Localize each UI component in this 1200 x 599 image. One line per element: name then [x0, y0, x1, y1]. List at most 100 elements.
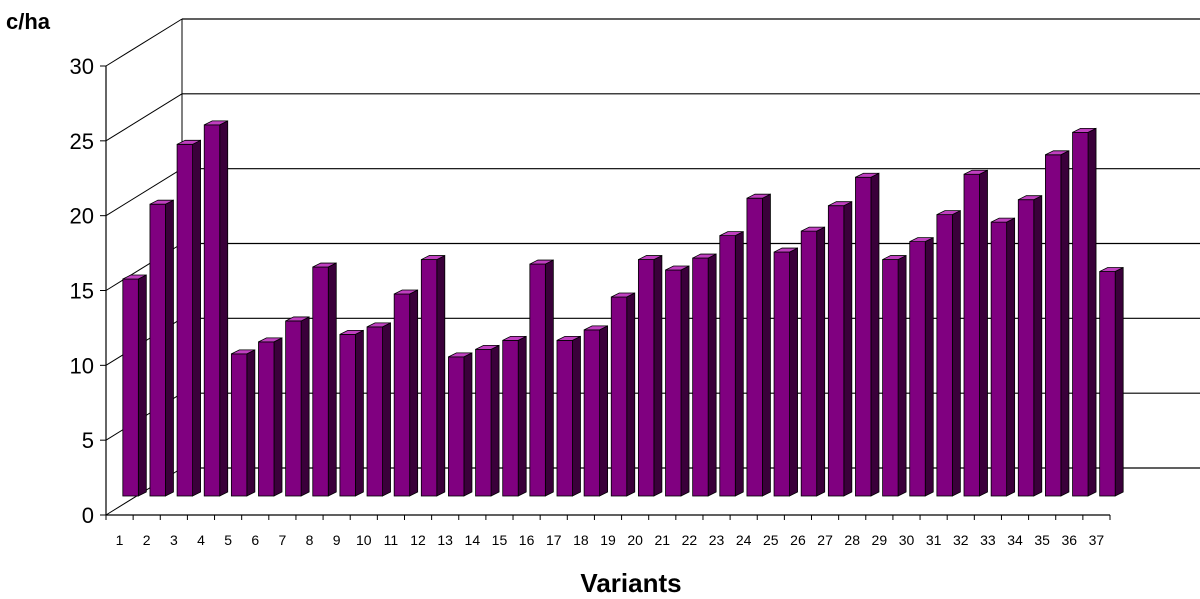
y-tick-label: 5 — [82, 428, 94, 453]
x-axis-tick-labels: 1 2 3 4 5 6 7 8 9 10 11 12 13 14 15 16 17 18 19 20 21 22 23 24 2… — [116, 532, 1105, 548]
bar — [882, 254, 907, 497]
bar-front — [448, 356, 465, 497]
y-tick-label: 0 — [82, 503, 94, 528]
bar-side — [192, 139, 201, 497]
gridline-depth-20 — [105, 168, 183, 217]
bar-top — [828, 201, 853, 207]
bar-front — [475, 348, 492, 497]
bar-front — [936, 214, 953, 497]
bar-side — [870, 172, 880, 497]
bar — [773, 247, 798, 497]
bar-side — [544, 259, 554, 497]
x-tick-label: 8 — [306, 532, 314, 548]
bar — [909, 236, 934, 497]
bar-front — [827, 205, 845, 497]
x-tick-label: 17 — [546, 532, 562, 548]
bar — [366, 322, 391, 497]
bar-front — [909, 241, 926, 497]
y-tick-label: 15 — [70, 279, 94, 304]
bar — [285, 316, 310, 497]
bar-top — [176, 139, 201, 145]
bar-top — [502, 335, 527, 341]
bar-top — [1045, 150, 1070, 156]
bar-top — [393, 289, 418, 295]
bar-front — [502, 339, 519, 497]
bar-top — [258, 337, 283, 343]
bar — [665, 265, 690, 497]
bar-top — [909, 237, 934, 243]
bar — [149, 199, 174, 497]
bar-top — [692, 253, 717, 259]
bar-side — [734, 230, 744, 497]
bar-top — [285, 316, 310, 322]
bar — [1045, 150, 1070, 497]
bar-top — [611, 292, 635, 298]
x-tick-label: 6 — [251, 532, 259, 548]
bar — [963, 169, 988, 497]
bar-side — [300, 316, 310, 497]
bar-side — [219, 120, 229, 497]
bar — [420, 254, 446, 497]
bar-front — [556, 339, 573, 497]
bar-side — [490, 344, 500, 497]
bar-side — [626, 292, 636, 497]
bar-top — [638, 255, 663, 260]
bar-front — [203, 124, 221, 497]
bar-front — [366, 326, 383, 497]
bar-front — [610, 296, 628, 497]
gridline-depth-30 — [105, 18, 183, 67]
bar-front — [339, 333, 356, 497]
x-tick-label: 34 — [1007, 532, 1023, 548]
bar-side — [762, 193, 771, 497]
x-tick-label: 25 — [763, 532, 779, 548]
bar — [692, 253, 717, 497]
bar-front — [312, 266, 329, 497]
bar-side — [680, 265, 690, 497]
bar-side — [517, 335, 527, 497]
bar — [800, 226, 826, 497]
bar-front — [746, 197, 763, 497]
bar-top — [149, 199, 174, 205]
x-tick-label: 27 — [817, 532, 833, 548]
x-tick-label: 21 — [654, 532, 670, 548]
bar-side — [1060, 150, 1070, 497]
bar-side — [1114, 266, 1124, 497]
bar-top — [746, 193, 771, 199]
bar — [393, 289, 419, 497]
bar-top — [529, 259, 554, 265]
bar-top — [1099, 267, 1124, 272]
bar-front — [1045, 154, 1062, 497]
x-tick-label: 13 — [437, 532, 453, 548]
bar-side — [436, 254, 446, 497]
bar-front — [583, 329, 601, 497]
bar-side — [354, 329, 364, 497]
x-tick-label: 24 — [736, 532, 752, 548]
bar-top — [882, 255, 907, 260]
bar — [230, 349, 256, 497]
bar-front — [800, 230, 818, 497]
bar-front — [420, 259, 438, 497]
bar-front — [637, 259, 655, 497]
bar-top — [312, 262, 337, 268]
bar — [719, 230, 744, 497]
x-tick-label: 9 — [333, 532, 341, 548]
bar-front — [990, 221, 1008, 497]
bar — [339, 329, 364, 497]
gridline-depth-25 — [105, 93, 183, 142]
bar-top — [936, 210, 961, 216]
bar-front — [1099, 271, 1116, 497]
x-tick-label: 37 — [1089, 532, 1105, 548]
y-tick-label: 30 — [70, 54, 94, 79]
x-tick-label: 28 — [844, 532, 860, 548]
x-tick-label: 2 — [143, 532, 151, 548]
x-tick-label: 7 — [278, 532, 286, 548]
x-tick-label: 30 — [899, 532, 915, 548]
bar-front — [393, 293, 411, 497]
chart-axes — [100, 65, 1111, 520]
bar — [637, 254, 663, 497]
bar — [936, 210, 961, 497]
bar — [610, 292, 636, 497]
bar-side — [843, 201, 853, 497]
bar-top — [801, 226, 825, 232]
